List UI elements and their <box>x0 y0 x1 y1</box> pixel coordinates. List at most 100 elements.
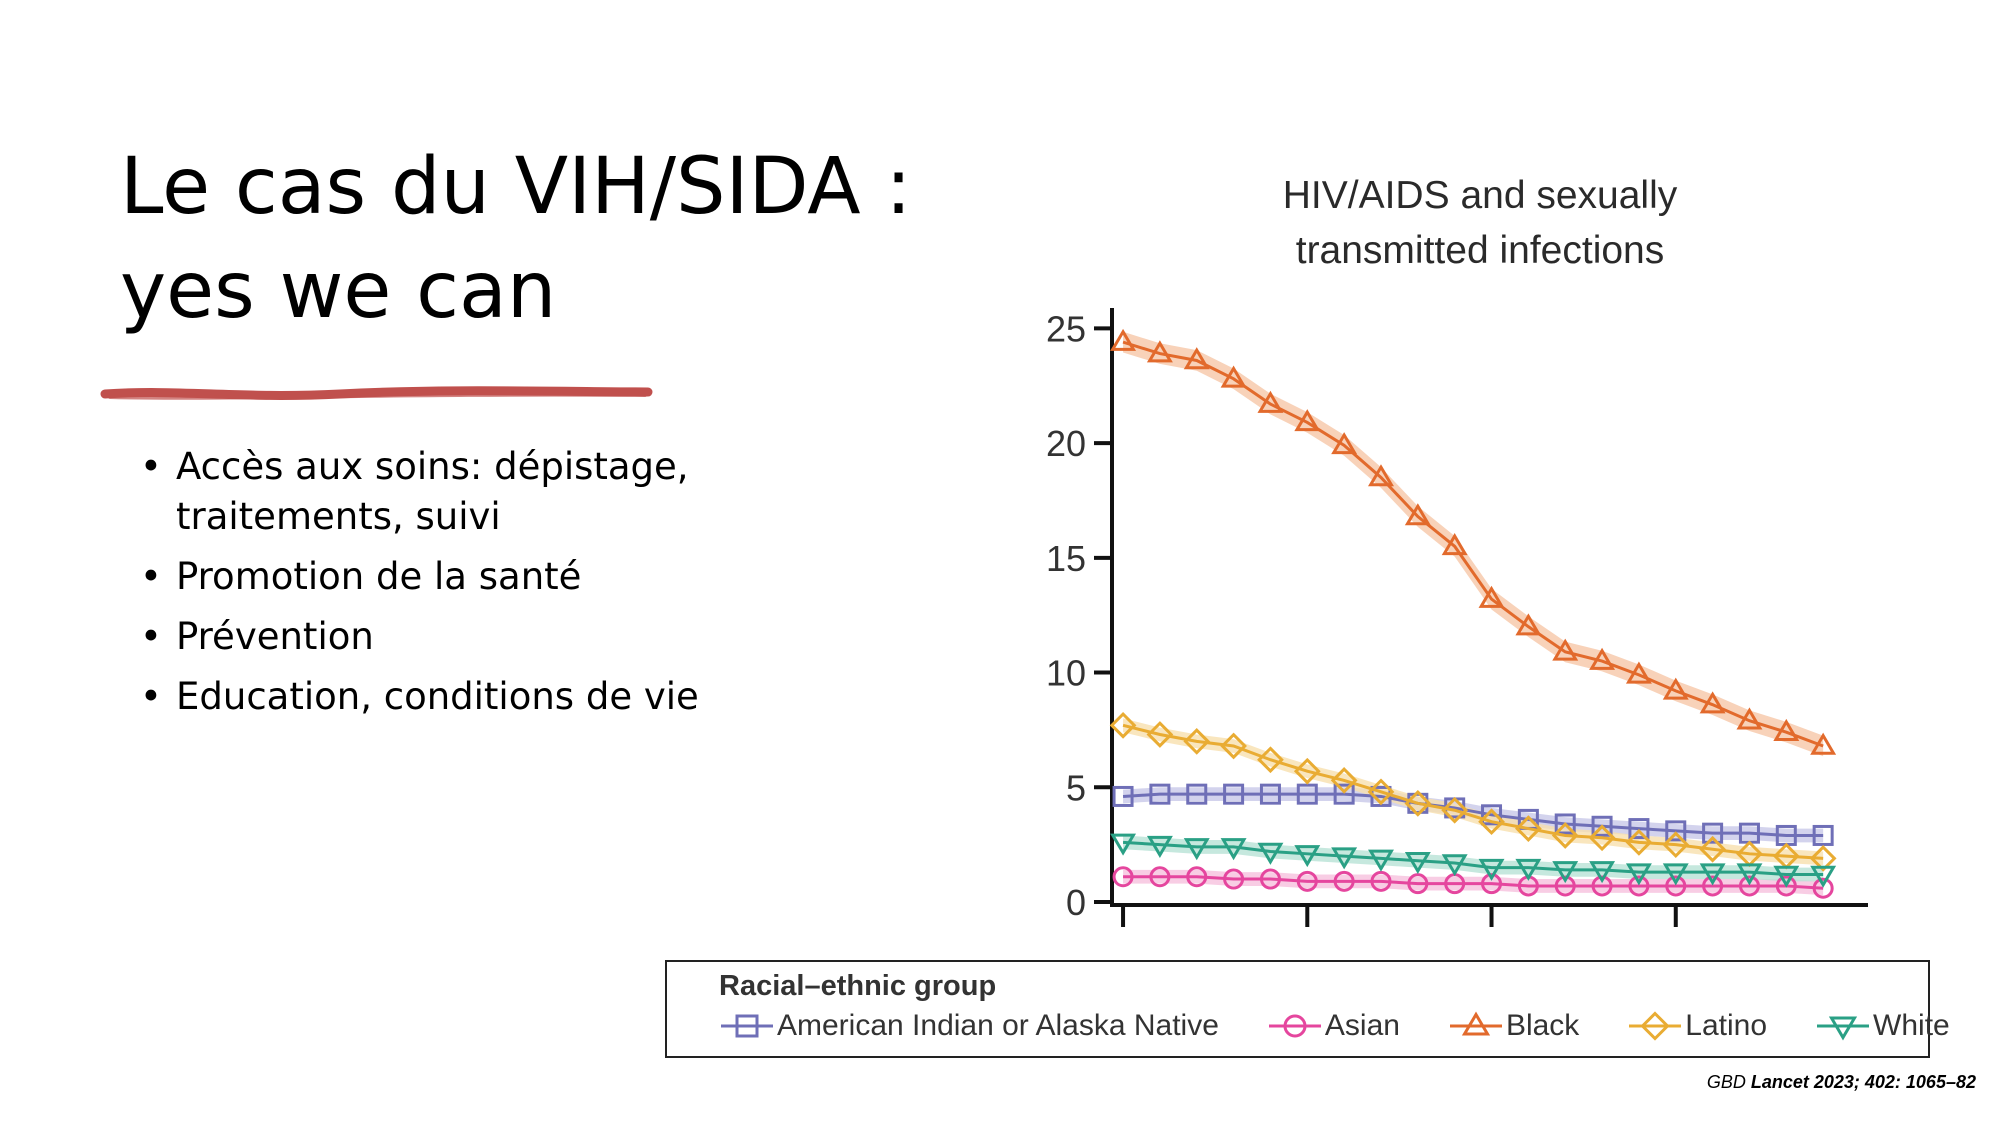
data-point-white <box>1441 854 1468 877</box>
series-line-asian <box>1123 875 1824 890</box>
y-tick-label: 15 <box>1046 538 1086 579</box>
data-point-latino <box>1183 728 1211 755</box>
series-black <box>1110 328 1837 755</box>
data-point-black <box>1368 464 1394 487</box>
data-point-white <box>1146 835 1173 858</box>
data-point-asian <box>1259 868 1281 890</box>
data-point-latino <box>1257 746 1284 774</box>
legend-label: Black <box>1505 1009 1580 1042</box>
data-point-asian <box>1812 877 1834 899</box>
data-point-asian <box>1186 866 1208 888</box>
data-point-latino <box>1441 796 1469 824</box>
y-tick-label: 0 <box>1066 882 1086 923</box>
data-point-american-indian-or-alaska-native <box>1628 818 1650 840</box>
data-point-american-indian-or-alaska-native <box>1702 822 1724 844</box>
data-point-latino <box>1146 721 1174 748</box>
bullet-dot: • <box>140 555 162 598</box>
data-point-white <box>1736 863 1763 886</box>
series-line-black <box>1122 340 1824 748</box>
data-point-black <box>1589 647 1616 670</box>
legend-item-white: White <box>1815 1009 1950 1043</box>
legend-marker <box>1640 1011 1670 1041</box>
legend-marker <box>735 1014 759 1038</box>
data-point-black <box>1625 661 1652 684</box>
data-point-white <box>1110 833 1137 856</box>
data-point-asian <box>1407 873 1429 895</box>
data-point-black <box>1552 638 1579 661</box>
data-point-american-indian-or-alaska-native <box>1370 785 1392 807</box>
data-point-white <box>1331 847 1358 870</box>
legend-item-latino: Latino <box>1627 1009 1767 1043</box>
y-tick-label: 10 <box>1046 653 1086 694</box>
series-american-indian-or-alaska-native <box>1112 783 1834 846</box>
data-point-black <box>1662 677 1689 700</box>
series-white <box>1110 833 1837 888</box>
data-point-latino <box>1551 822 1579 849</box>
y-tick-label: 20 <box>1046 423 1086 464</box>
data-point-asian <box>1223 868 1245 890</box>
legend-marker-icon <box>1449 1011 1502 1036</box>
data-point-black <box>1515 613 1542 636</box>
bullet-item: • Promotion de la santé <box>140 552 780 602</box>
data-point-asian <box>1702 875 1724 897</box>
legend-marker-icon <box>721 1014 773 1038</box>
band-black <box>1123 331 1824 757</box>
series-line-american-indian-or-alaska-native <box>1122 792 1824 837</box>
legend-marker-icon <box>1629 1011 1682 1041</box>
bullet-item: • Accès aux soins: dépistage, traitements… <box>140 442 780 542</box>
legend-marker-icon <box>1268 1014 1321 1038</box>
data-point-white <box>1773 865 1800 888</box>
data-point-latino <box>1330 767 1358 794</box>
data-point-american-indian-or-alaska-native <box>1112 785 1134 807</box>
slide-title-line-2: yes we can <box>120 246 557 336</box>
data-point-white <box>1294 845 1321 868</box>
data-point-white <box>1404 851 1431 875</box>
data-point-asian <box>1665 875 1687 897</box>
legend-label: Asian <box>1324 1009 1400 1042</box>
data-point-white <box>1699 863 1726 886</box>
bullet-dot: • <box>140 675 162 718</box>
data-point-latino <box>1220 732 1247 760</box>
data-point-black <box>1404 503 1431 526</box>
y-tick-label: 5 <box>1066 767 1086 808</box>
slide-title: Le cas du VIH/SIDA : yes we can <box>120 135 940 343</box>
legend-marker <box>1283 1014 1307 1038</box>
legend-marker <box>1828 1016 1858 1041</box>
data-point-latino <box>1293 757 1321 785</box>
data-point-asian <box>1112 866 1134 888</box>
citation: GBD Lancet 2023; 402: 1065–82 <box>1707 1072 1976 1093</box>
data-point-american-indian-or-alaska-native <box>1665 820 1687 842</box>
data-point-american-indian-or-alaska-native <box>1591 815 1613 837</box>
data-point-asian <box>1296 870 1318 892</box>
chart-title-line-2: transmitted infections <box>1295 229 1665 272</box>
legend-items: American Indian or Alaska Native Asian Bla… <box>719 1009 1950 1043</box>
data-point-latino <box>1625 828 1653 856</box>
data-point-black <box>1478 585 1505 608</box>
band-latino <box>1123 718 1824 866</box>
data-point-asian <box>1554 875 1576 897</box>
legend-title: Racial–ethnic group <box>719 970 997 1002</box>
bullet-text: Accès aux soins: dépistage, traitements,… <box>176 445 689 538</box>
bullet-dot: • <box>140 445 162 488</box>
data-point-white <box>1810 865 1837 888</box>
data-point-white <box>1220 838 1247 861</box>
data-point-white <box>1515 858 1542 881</box>
data-point-american-indian-or-alaska-native <box>1333 783 1355 805</box>
data-point-asian <box>1628 875 1650 897</box>
data-point-white <box>1625 863 1652 886</box>
data-point-asian <box>1333 870 1355 892</box>
data-point-black <box>1736 707 1763 730</box>
data-point-latino <box>1404 789 1432 817</box>
data-point-black <box>1773 718 1800 741</box>
legend-marker <box>1461 1011 1491 1036</box>
data-point-black <box>1331 432 1358 455</box>
data-point-latino <box>1809 845 1837 872</box>
bullet-item: • Prévention <box>140 612 780 662</box>
data-point-black <box>1257 390 1284 413</box>
legend-label: Latino <box>1685 1009 1768 1042</box>
bullet-dot: • <box>140 615 162 658</box>
data-point-latino <box>1699 835 1726 863</box>
data-point-american-indian-or-alaska-native <box>1481 804 1503 826</box>
data-point-american-indian-or-alaska-native <box>1223 783 1245 805</box>
data-point-black <box>1220 365 1247 388</box>
